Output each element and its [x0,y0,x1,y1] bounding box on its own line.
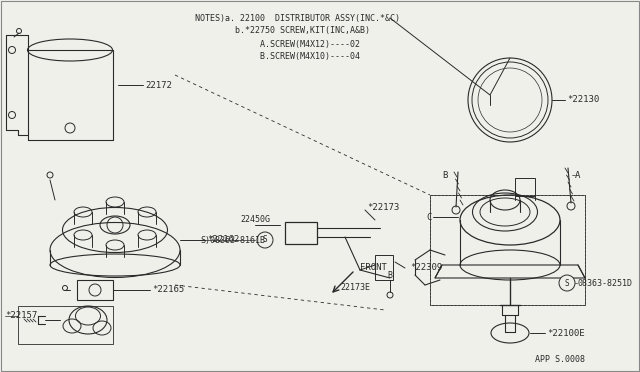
Text: C: C [427,212,432,221]
Text: 22172: 22172 [145,80,172,90]
Bar [430,195,585,305]
Text: B: B [387,270,392,279]
Text: b.*22750 SCREW,KIT(INC,A&B): b.*22750 SCREW,KIT(INC,A&B) [195,26,370,35]
Text: 22450G: 22450G [240,215,270,224]
Text: *22130: *22130 [567,96,599,105]
Text: *22157: *22157 [5,311,37,321]
Text: FRONT: FRONT [360,263,387,273]
Text: *22162: *22162 [207,235,239,244]
Text: *22165: *22165 [152,285,184,295]
Bar [375,255,393,280]
Circle shape [559,275,575,291]
Bar [77,280,113,300]
Text: APP S.0008: APP S.0008 [535,356,585,365]
Text: A.SCREW(M4X12)----02: A.SCREW(M4X12)----02 [195,39,360,48]
Text: B.SCREW(M4X10)----04: B.SCREW(M4X10)----04 [195,52,360,61]
Text: A: A [575,170,580,180]
Text: *22309: *22309 [410,263,442,273]
Bar [430,195,585,305]
Circle shape [468,58,552,142]
Text: S)08363-8161B: S)08363-8161B [200,235,265,244]
Text: S: S [262,235,268,244]
Bar [515,178,535,196]
Text: *22100E: *22100E [547,328,584,337]
Text: S: S [564,279,570,288]
Text: B: B [443,170,448,180]
Circle shape [257,232,273,248]
Text: NOTES)a. 22100  DISTRIBUTOR ASSY(INC.*&C): NOTES)a. 22100 DISTRIBUTOR ASSY(INC.*&C) [195,13,400,22]
Circle shape [387,292,393,298]
Text: 22173E: 22173E [340,283,370,292]
Text: 08363-8251D: 08363-8251D [577,279,632,288]
Bar [18,306,113,344]
Text: *22173: *22173 [367,202,399,212]
Bar [285,222,317,244]
